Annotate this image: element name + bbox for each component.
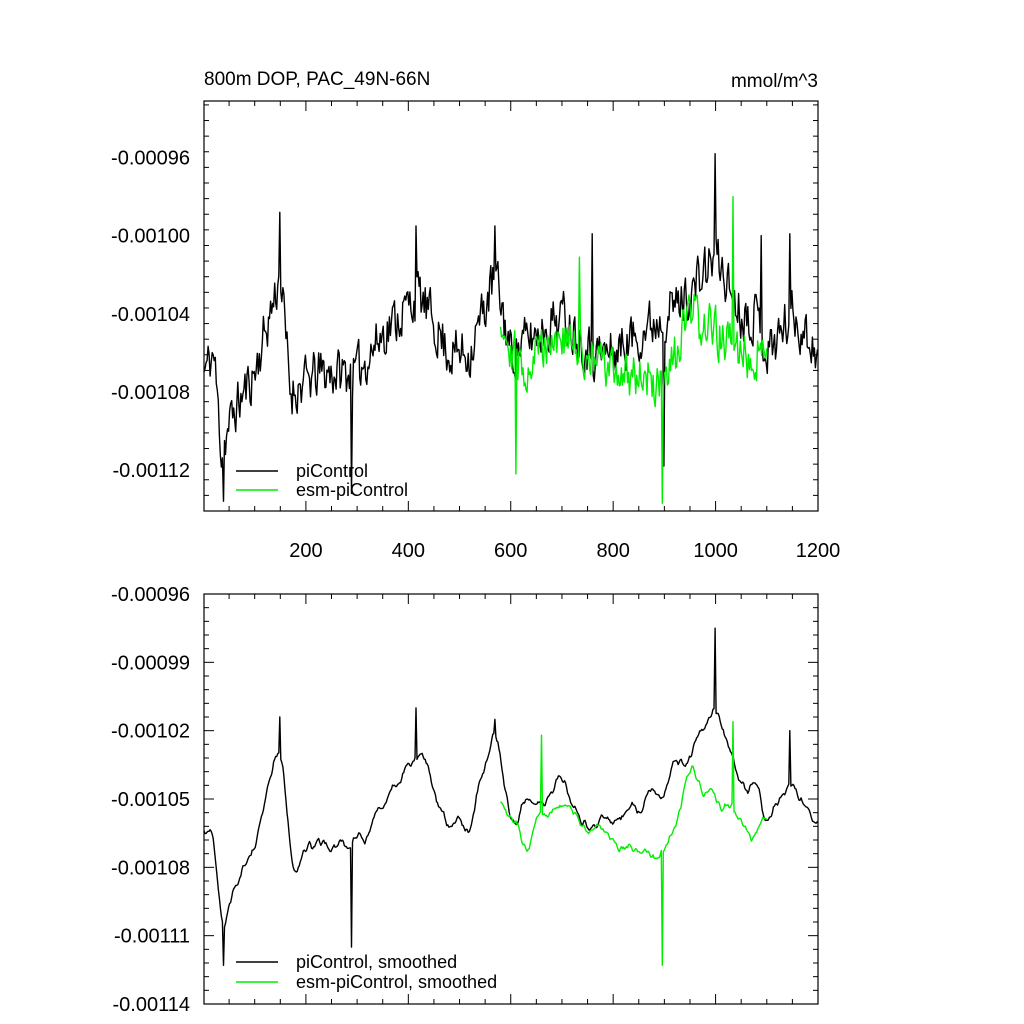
top-legend: piControl esm-piControl <box>236 461 408 500</box>
series-line-esm-picontrol <box>499 196 768 504</box>
y-tick-label: -0.00100 <box>111 226 190 248</box>
legend-label-picontrol-smoothed: piControl, smoothed <box>296 952 457 972</box>
bottom-panel-frame <box>203 593 819 1005</box>
bottom-panel-tick-labels: -0.00096 -0.00099 -0.00102 -0.00105 -0.00108… <box>111 584 190 1016</box>
x-tick-label: 600 <box>494 540 527 562</box>
y-tick-label: -0.00099 <box>111 652 190 674</box>
y-tick-label: -0.00112 <box>113 460 190 482</box>
x-tick-label: 200 <box>289 540 322 562</box>
top-panel-units: mmol/m^3 <box>731 71 818 92</box>
bottom-panel-series <box>203 627 819 966</box>
y-tick-label: -0.00102 <box>111 721 190 743</box>
y-tick-label: -0.00111 <box>114 926 190 948</box>
y-tick-label: -0.00096 <box>111 148 190 170</box>
top-panel-series <box>203 153 819 504</box>
series-line-picontrol-smoothed <box>203 627 819 966</box>
y-tick-label: -0.00108 <box>111 382 190 404</box>
top-panel: 800m DOP, PAC_49N-66N mmol/m^3 -0.00096-… <box>111 69 840 562</box>
y-tick-label: -0.00104 <box>111 304 190 326</box>
y-tick-label: -0.00114 <box>113 994 190 1016</box>
x-tick-label: 400 <box>392 540 425 562</box>
top-panel-frame <box>203 100 819 512</box>
legend-label-esm-picontrol-smoothed: esm-piControl, smoothed <box>296 972 497 992</box>
series-line-esm-picontrol-smoothed <box>500 720 768 966</box>
top-panel-ticks <box>204 101 819 512</box>
x-tick-label: 1000 <box>693 540 738 562</box>
top-panel-tick-labels: -0.00096 -0.00100 -0.00104 -0.00108 -0.00112… <box>111 148 840 562</box>
y-tick-label: -0.00105 <box>111 789 190 811</box>
x-tick-label: 800 <box>596 540 629 562</box>
y-tick-label: -0.00108 <box>111 857 190 879</box>
series-line-picontrol <box>203 153 819 502</box>
x-tick-label: 1200 <box>796 540 841 562</box>
top-panel-title: 800m DOP, PAC_49N-66N <box>204 69 430 90</box>
bottom-legend: piControl, smoothed esm-piControl, smoot… <box>236 952 497 992</box>
y-tick-label: -0.00096 <box>111 584 190 606</box>
legend-label-picontrol: piControl <box>296 461 368 481</box>
legend-label-esm-picontrol: esm-piControl <box>296 480 408 500</box>
bottom-panel: -0.00096 -0.00099 -0.00102 -0.00105 -0.00108… <box>111 584 819 1016</box>
